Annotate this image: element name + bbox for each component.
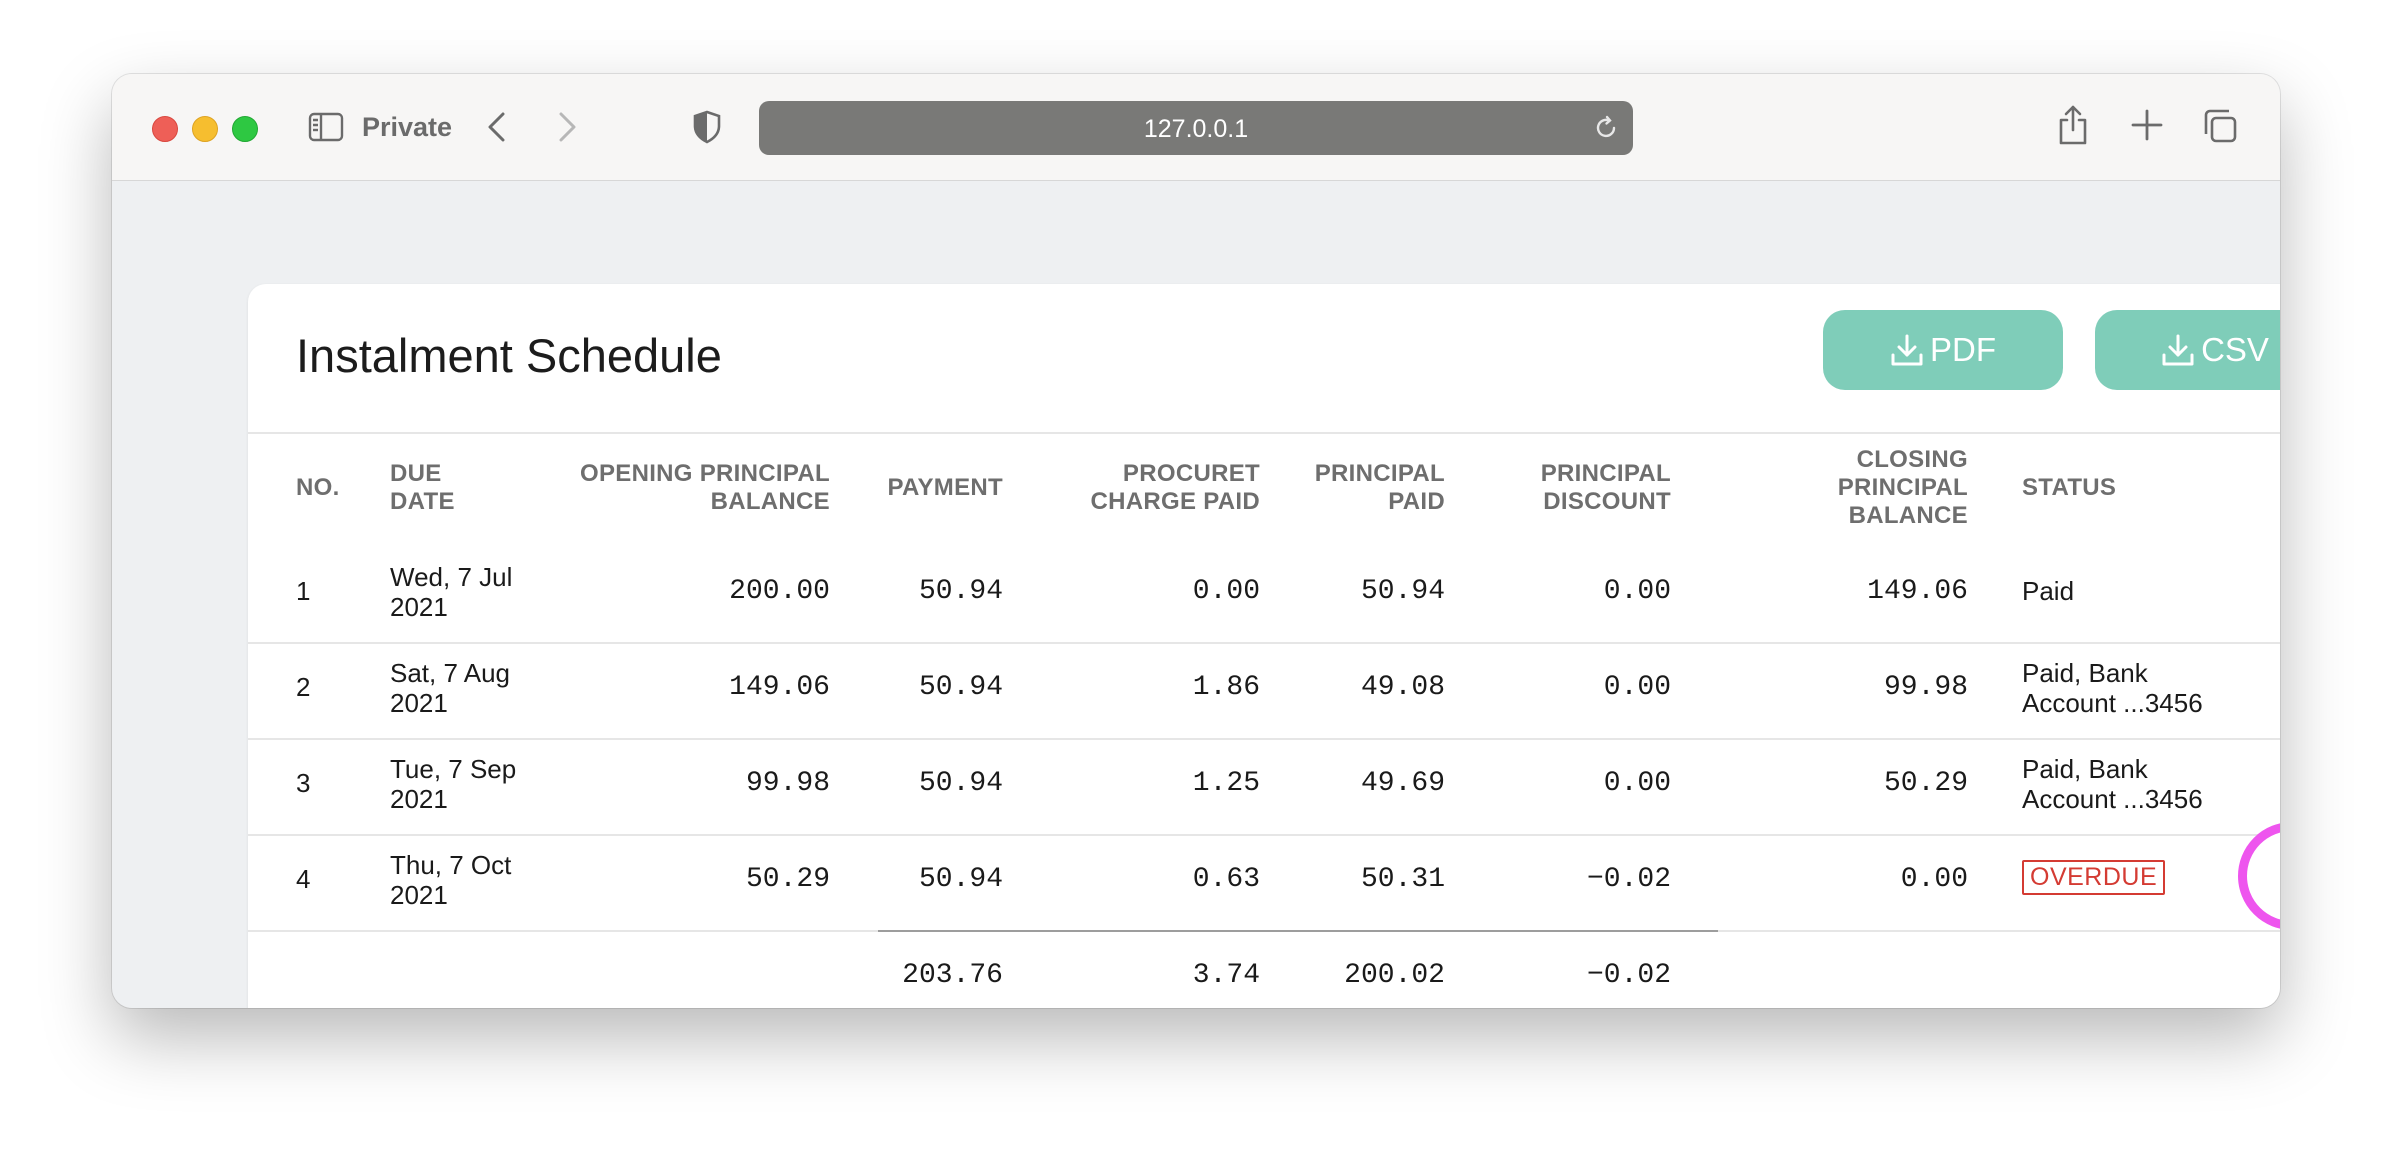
principal-discount: 0.00 [1603,576,1671,607]
opening-balance: 200.00 [729,576,830,607]
status-text: Paid [2022,576,2075,606]
back-arrow-icon[interactable] [482,110,512,144]
closing-balance: 149.06 [1867,576,1968,607]
sidebar-icon[interactable] [308,112,344,142]
column-header-principal-discount: PRINCIPAL DISCOUNT [1540,460,1671,515]
status-text: Paid, Bank Account ...3456 [2022,658,2203,718]
closing-balance: 99.98 [1883,672,1968,703]
pdf-button-label: PDF [1930,331,1996,368]
csv-button-label: CSV [2201,331,2269,368]
instalment-schedule-card: Instalment Schedule PDF CSV NO. DUE DATE … [248,284,2280,1008]
payment: 50.94 [918,768,1003,799]
column-header-status: STATUS [2022,474,2117,501]
charge-paid: 1.86 [1192,672,1260,703]
opening-balance: 99.98 [745,768,830,799]
due-date: Thu, 7 Oct 2021 [390,850,512,910]
principal-paid: 49.08 [1360,672,1445,703]
payment: 50.94 [918,672,1003,703]
column-header-charge-paid: PROCURET CHARGE PAID [1090,460,1260,515]
row-divider [248,834,2280,836]
column-header-no: NO. [296,474,340,501]
column-header-due-date: DUE DATE [390,460,455,515]
status-badge: OVERDUE [2022,860,2166,895]
closing-balance: 0.00 [1900,864,1968,895]
download-pdf-button[interactable]: PDF [1823,310,2063,390]
charge-paid: 1.25 [1192,768,1260,799]
status-text: Paid, Bank Account ...3456 [2022,754,2203,814]
row-number: 1 [296,576,311,606]
principal-discount: 0.00 [1603,672,1671,703]
row-divider [248,738,2280,740]
total-charge-paid: 3.74 [1192,960,1260,991]
minimize-window-button[interactable] [192,116,218,142]
principal-paid: 50.31 [1360,864,1445,895]
row-number: 4 [296,864,311,894]
row-divider [248,642,2280,644]
shield-icon[interactable] [692,110,722,144]
total-payment: 203.76 [902,960,1003,991]
download-icon [1891,334,1923,366]
opening-balance: 149.06 [729,672,830,703]
principal-discount: −0.02 [1586,864,1671,895]
charge-paid: 0.63 [1192,864,1260,895]
download-icon [2162,334,2194,366]
browser-window: Private 127.0.0.1 [112,74,2280,1008]
private-mode-label: Private [362,112,453,142]
header-divider [248,432,2280,434]
forward-arrow-icon[interactable] [552,110,582,144]
column-header-payment: PAYMENT [887,474,1003,501]
reload-icon[interactable] [1593,115,1619,141]
column-header-principal-paid: PRINCIPAL PAID [1314,460,1445,515]
totals-divider [878,930,1718,932]
due-date: Sat, 7 Aug 2021 [390,658,510,718]
row-number: 3 [296,768,311,798]
download-csv-button[interactable]: CSV [2095,310,2280,390]
principal-paid: 49.69 [1360,768,1445,799]
due-date: Tue, 7 Sep 2021 [390,754,517,814]
column-header-opening-balance: OPENING PRINCIPAL BALANCE [579,460,830,515]
payment: 50.94 [918,864,1003,895]
page-title: Instalment Schedule [296,329,722,382]
row-divider [248,930,878,932]
address-bar[interactable]: 127.0.0.1 [759,101,1633,155]
closing-balance: 50.29 [1883,768,1968,799]
opening-balance: 50.29 [745,864,830,895]
principal-discount: 0.00 [1603,768,1671,799]
share-icon[interactable] [2055,104,2091,146]
row-divider [1718,930,2280,932]
due-date: Wed, 7 Jul 2021 [390,562,513,622]
payment: 50.94 [918,576,1003,607]
charge-paid: 0.00 [1192,576,1260,607]
row-actions-button[interactable] [2238,822,2280,930]
browser-toolbar: Private 127.0.0.1 [112,74,2280,181]
column-header-closing-balance: CLOSING PRINCIPAL BALANCE [1837,446,1968,529]
total-principal-paid: 200.02 [1344,960,1445,991]
zoom-window-button[interactable] [232,116,258,142]
total-principal-discount: −0.02 [1586,960,1671,991]
row-number: 2 [296,672,311,702]
url-text: 127.0.0.1 [1143,115,1249,143]
plus-icon[interactable] [2130,108,2164,142]
close-window-button[interactable] [152,116,178,142]
tabs-icon[interactable] [2202,108,2238,144]
principal-paid: 50.94 [1360,576,1445,607]
